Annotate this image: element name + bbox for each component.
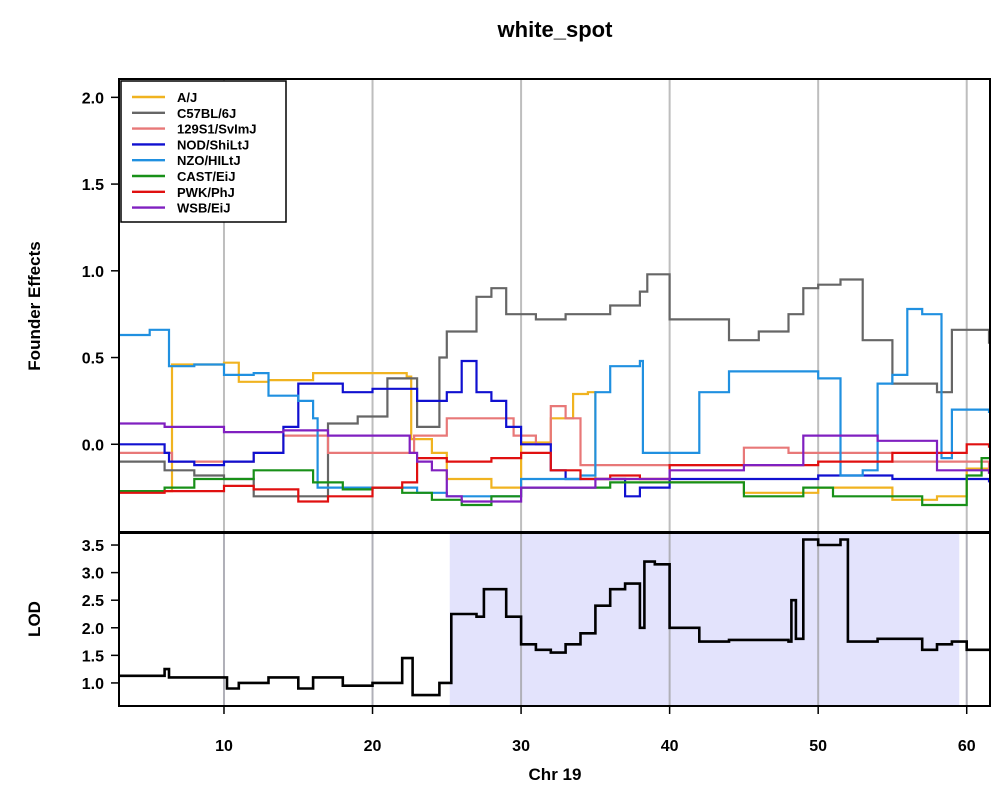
x-tick-label: 30 bbox=[512, 738, 530, 755]
y-tick-label: 1.5 bbox=[82, 648, 104, 665]
legend-label-nod-shiltj: NOD/ShiLtJ bbox=[177, 137, 249, 152]
y-tick-label: 1.0 bbox=[82, 676, 104, 693]
legend-label-c57bl-6j: C57BL/6J bbox=[177, 106, 236, 121]
x-tick-label: 20 bbox=[364, 738, 382, 755]
bottom-plot-frame bbox=[118, 532, 991, 707]
legend-label-nzo-hiltj: NZO/HILtJ bbox=[177, 153, 241, 168]
y-tick-label: 2.0 bbox=[82, 621, 104, 638]
x-tick-label: 40 bbox=[661, 738, 679, 755]
founder-effects-panel: 0.0 0.5 1.0 1.5 2.0 Founder Effects A/JC57BL… bbox=[25, 78, 991, 533]
legend-label-wsb-eij: WSB/EiJ bbox=[177, 201, 230, 216]
y-tick-label: 1.0 bbox=[82, 264, 104, 281]
y-tick-label: 0.5 bbox=[82, 351, 104, 368]
series-line-c57bl-6j bbox=[120, 273, 991, 498]
series-line-nod-shiltj bbox=[120, 359, 991, 498]
series-line-a-j bbox=[120, 361, 991, 501]
series-line-pwk-phj bbox=[120, 443, 991, 503]
lod-panel: 1.0 1.5 2.0 2.5 3.0 3.5 LOD bbox=[25, 532, 991, 707]
legend-label-a-j: A/J bbox=[177, 90, 197, 105]
lod-interval-shading bbox=[449, 534, 960, 705]
lod-line bbox=[120, 538, 989, 697]
y-tick-label: 2.5 bbox=[82, 593, 104, 610]
y-tick-label: 3.0 bbox=[82, 566, 104, 583]
series-line-wsb-eij bbox=[120, 422, 991, 503]
lod-series-line bbox=[120, 538, 989, 697]
y-tick-label: 3.5 bbox=[82, 538, 104, 555]
x-tick-label: 10 bbox=[215, 738, 233, 755]
y-tick-label: 1.5 bbox=[82, 177, 104, 194]
x-axis-label: Chr 19 bbox=[529, 765, 582, 784]
top-y-axis-label: Founder Effects bbox=[25, 241, 44, 370]
bottom-y-axis-label: LOD bbox=[25, 601, 44, 637]
y-tick-label: 2.0 bbox=[82, 90, 104, 107]
y-tick-label: 0.0 bbox=[82, 437, 104, 454]
x-tick-label: 50 bbox=[809, 738, 827, 755]
legend-box bbox=[120, 80, 287, 223]
series-line-nzo-hiltj bbox=[120, 307, 991, 498]
legend: A/JC57BL/6J129S1/SvImJNOD/ShiLtJNZO/HILt… bbox=[120, 80, 287, 223]
legend-label-pwk-phj: PWK/PhJ bbox=[177, 185, 235, 200]
x-tick-label: 60 bbox=[958, 738, 976, 755]
top-y-axis: 0.0 0.5 1.0 1.5 2.0 bbox=[82, 90, 119, 454]
legend-label-cast-eij: CAST/EiJ bbox=[177, 169, 236, 184]
legend-label-129s1-svimj: 129S1/SvImJ bbox=[177, 122, 257, 137]
chart-title: white_spot bbox=[497, 17, 614, 42]
bottom-y-axis: 1.0 1.5 2.0 2.5 3.0 3.5 bbox=[82, 538, 119, 693]
x-axis: 10 20 30 40 50 60 bbox=[215, 706, 976, 755]
founder-series-lines bbox=[120, 273, 991, 507]
